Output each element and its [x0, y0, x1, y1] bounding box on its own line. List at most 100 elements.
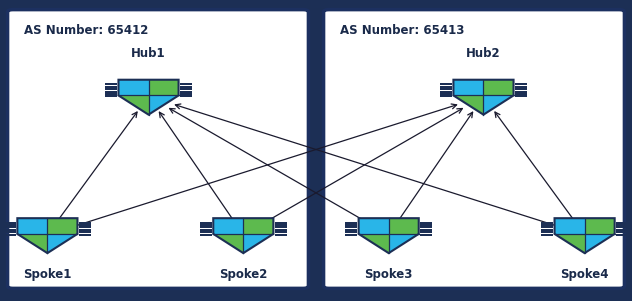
FancyBboxPatch shape: [106, 92, 117, 95]
FancyBboxPatch shape: [515, 92, 526, 95]
FancyBboxPatch shape: [515, 83, 526, 85]
FancyBboxPatch shape: [441, 95, 452, 97]
Polygon shape: [358, 218, 419, 253]
FancyBboxPatch shape: [616, 226, 628, 228]
Polygon shape: [17, 218, 78, 253]
FancyBboxPatch shape: [346, 231, 357, 233]
Polygon shape: [149, 80, 179, 95]
FancyBboxPatch shape: [4, 234, 16, 236]
FancyBboxPatch shape: [106, 88, 117, 90]
Text: Spoke4: Spoke4: [561, 268, 609, 281]
Polygon shape: [118, 95, 149, 115]
FancyBboxPatch shape: [106, 91, 117, 93]
FancyBboxPatch shape: [4, 226, 16, 228]
FancyBboxPatch shape: [420, 234, 432, 236]
FancyBboxPatch shape: [275, 226, 286, 228]
FancyBboxPatch shape: [79, 234, 90, 236]
FancyBboxPatch shape: [616, 231, 628, 233]
FancyBboxPatch shape: [515, 88, 526, 90]
Polygon shape: [554, 234, 585, 253]
FancyBboxPatch shape: [515, 95, 526, 97]
Polygon shape: [483, 80, 514, 95]
FancyBboxPatch shape: [542, 222, 553, 224]
FancyBboxPatch shape: [4, 229, 16, 231]
Polygon shape: [213, 234, 243, 253]
FancyBboxPatch shape: [4, 224, 16, 226]
FancyBboxPatch shape: [441, 83, 452, 85]
FancyBboxPatch shape: [616, 224, 628, 226]
Polygon shape: [118, 80, 179, 115]
FancyBboxPatch shape: [515, 91, 526, 93]
Text: Spoke2: Spoke2: [219, 268, 267, 281]
FancyBboxPatch shape: [275, 224, 286, 226]
FancyBboxPatch shape: [200, 224, 212, 226]
FancyBboxPatch shape: [8, 10, 308, 288]
FancyBboxPatch shape: [346, 234, 357, 236]
FancyBboxPatch shape: [420, 222, 432, 224]
Polygon shape: [389, 218, 419, 234]
Polygon shape: [585, 218, 615, 234]
FancyBboxPatch shape: [324, 10, 624, 288]
Text: Hub2: Hub2: [466, 47, 501, 60]
FancyBboxPatch shape: [275, 231, 286, 233]
Polygon shape: [554, 218, 615, 253]
FancyBboxPatch shape: [346, 222, 357, 224]
FancyBboxPatch shape: [79, 224, 90, 226]
Polygon shape: [453, 80, 514, 115]
FancyBboxPatch shape: [200, 226, 212, 228]
FancyBboxPatch shape: [616, 229, 628, 231]
FancyBboxPatch shape: [616, 222, 628, 224]
Text: Spoke1: Spoke1: [23, 268, 71, 281]
FancyBboxPatch shape: [542, 234, 553, 236]
FancyBboxPatch shape: [180, 91, 191, 93]
FancyBboxPatch shape: [542, 226, 553, 228]
FancyBboxPatch shape: [106, 83, 117, 85]
Polygon shape: [47, 218, 78, 234]
FancyBboxPatch shape: [420, 226, 432, 228]
FancyBboxPatch shape: [346, 229, 357, 231]
FancyBboxPatch shape: [180, 88, 191, 90]
FancyBboxPatch shape: [515, 86, 526, 88]
FancyBboxPatch shape: [441, 88, 452, 90]
Text: AS Number: 65412: AS Number: 65412: [24, 24, 149, 37]
Polygon shape: [213, 218, 274, 253]
Text: AS Number: 65413: AS Number: 65413: [340, 24, 465, 37]
FancyBboxPatch shape: [200, 231, 212, 233]
FancyBboxPatch shape: [441, 86, 452, 88]
FancyBboxPatch shape: [200, 222, 212, 224]
FancyBboxPatch shape: [275, 234, 286, 236]
FancyBboxPatch shape: [420, 231, 432, 233]
FancyBboxPatch shape: [180, 92, 191, 95]
FancyBboxPatch shape: [79, 229, 90, 231]
Polygon shape: [358, 234, 389, 253]
FancyBboxPatch shape: [200, 229, 212, 231]
FancyBboxPatch shape: [542, 229, 553, 231]
FancyBboxPatch shape: [346, 226, 357, 228]
FancyBboxPatch shape: [4, 231, 16, 233]
FancyBboxPatch shape: [106, 95, 117, 97]
FancyBboxPatch shape: [79, 222, 90, 224]
FancyBboxPatch shape: [200, 234, 212, 236]
FancyBboxPatch shape: [180, 86, 191, 88]
Polygon shape: [243, 218, 274, 234]
FancyBboxPatch shape: [441, 92, 452, 95]
Polygon shape: [17, 234, 47, 253]
Text: Hub1: Hub1: [131, 47, 166, 60]
Polygon shape: [453, 95, 483, 115]
FancyBboxPatch shape: [420, 224, 432, 226]
FancyBboxPatch shape: [4, 222, 16, 224]
FancyBboxPatch shape: [106, 86, 117, 88]
FancyBboxPatch shape: [420, 229, 432, 231]
FancyBboxPatch shape: [275, 229, 286, 231]
FancyBboxPatch shape: [180, 83, 191, 85]
FancyBboxPatch shape: [79, 231, 90, 233]
FancyBboxPatch shape: [79, 226, 90, 228]
FancyBboxPatch shape: [542, 231, 553, 233]
FancyBboxPatch shape: [441, 91, 452, 93]
FancyBboxPatch shape: [616, 234, 628, 236]
Text: Spoke3: Spoke3: [365, 268, 413, 281]
FancyBboxPatch shape: [542, 224, 553, 226]
FancyBboxPatch shape: [275, 222, 286, 224]
FancyBboxPatch shape: [346, 224, 357, 226]
FancyBboxPatch shape: [180, 95, 191, 97]
